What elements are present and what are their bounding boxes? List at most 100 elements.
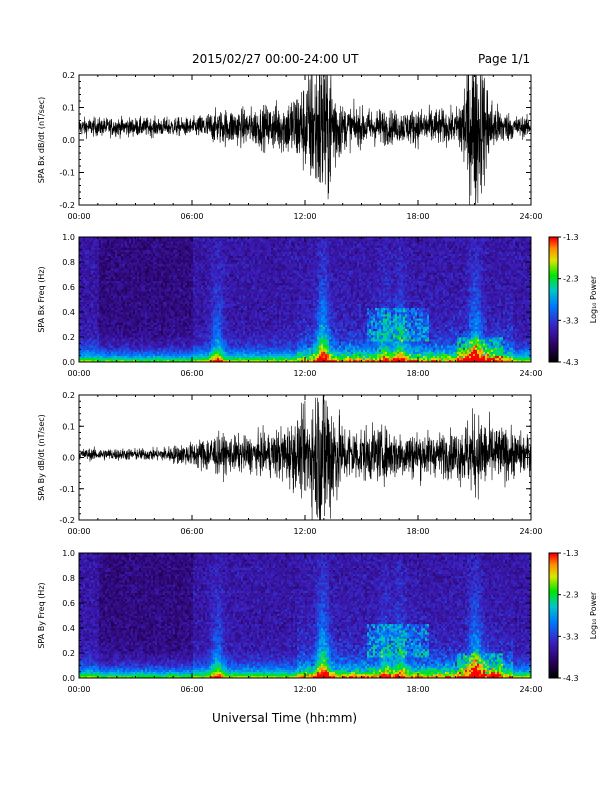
heat-cell — [165, 295, 168, 298]
heat-cell — [203, 307, 206, 311]
page-number: Page 1/1 — [478, 52, 530, 66]
heat-cell — [223, 270, 226, 273]
heat-cell — [161, 307, 164, 311]
heat-cell — [235, 274, 238, 277]
heat-cell — [191, 287, 194, 290]
heat-cell — [83, 280, 86, 284]
heat-cell — [123, 268, 126, 271]
heat-cell — [219, 276, 222, 279]
heat-cell — [187, 322, 190, 325]
heat-cell — [87, 343, 90, 346]
heat-cell — [161, 289, 164, 292]
heat-cell — [151, 249, 154, 252]
heat-cell — [137, 278, 140, 282]
heat-cell — [111, 351, 114, 354]
heat-cell — [225, 262, 228, 265]
heat-cell — [189, 318, 192, 321]
heat-cell — [193, 355, 196, 359]
heat-cell — [183, 309, 186, 313]
heat-cell — [135, 243, 138, 246]
heat-cell — [113, 328, 116, 332]
heat-cell — [79, 255, 82, 259]
heat-cell — [163, 318, 166, 321]
heat-cell — [83, 318, 86, 321]
heat-cell — [231, 289, 234, 292]
heat-cell — [181, 270, 184, 273]
heat-cell — [169, 349, 172, 352]
heat-cell — [187, 330, 190, 334]
heat-cell — [107, 353, 110, 357]
heat-cell — [179, 284, 182, 288]
heat-cell — [239, 282, 242, 286]
heat-cell — [107, 266, 110, 269]
heat-cell — [215, 328, 218, 332]
heat-cell — [93, 305, 96, 309]
heat-cell — [183, 239, 186, 242]
heat-cell — [163, 337, 166, 340]
heat-cell — [81, 297, 84, 300]
heat-cell — [143, 322, 146, 325]
heat-cell — [199, 295, 202, 298]
heat-cell — [235, 291, 238, 294]
heat-cell — [187, 262, 190, 265]
heat-cell — [221, 341, 224, 344]
heat-cell — [145, 353, 148, 357]
heat-cell — [127, 334, 130, 338]
heat-cell — [219, 299, 222, 302]
heat-cell — [205, 251, 208, 254]
heat-cell — [171, 303, 174, 307]
heat-cell — [217, 355, 220, 359]
heat-cell — [151, 309, 154, 313]
heat-cell — [79, 259, 82, 263]
heat-cell — [207, 320, 210, 323]
heat-cell — [115, 349, 118, 352]
heat-cell — [111, 262, 114, 265]
heat-cell — [123, 349, 126, 352]
heat-cell — [79, 249, 82, 252]
heat-cell — [181, 312, 184, 315]
heat-cell — [199, 284, 202, 288]
heat-cell — [221, 264, 224, 267]
heat-cell — [87, 291, 90, 294]
heat-cell — [217, 303, 220, 307]
heat-cell — [213, 305, 216, 309]
heat-cell — [173, 341, 176, 344]
heat-cell — [97, 357, 100, 361]
heat-cell — [123, 266, 126, 269]
heat-cell — [159, 255, 162, 259]
heat-cell — [201, 293, 204, 296]
heat-cell — [175, 303, 178, 307]
heat-cell — [131, 251, 134, 254]
heat-cell — [149, 353, 152, 357]
heat-cell — [93, 351, 96, 354]
heat-cell — [109, 287, 112, 290]
heat-cell — [193, 287, 196, 290]
heat-cell — [131, 353, 134, 357]
heat-cell — [171, 349, 174, 352]
heat-cell — [129, 314, 132, 317]
heat-cell — [143, 299, 146, 302]
heat-cell — [193, 289, 196, 292]
heat-cell — [225, 284, 228, 288]
heat-cell — [109, 320, 112, 323]
heat-cell — [139, 307, 142, 311]
heat-cell — [233, 337, 236, 340]
heat-cell — [133, 245, 136, 248]
heat-cell — [125, 307, 128, 311]
heat-cell — [103, 270, 106, 273]
heat-cell — [217, 239, 220, 242]
heat-cell — [215, 322, 218, 325]
heat-cell — [119, 284, 122, 288]
heat-cell — [233, 318, 236, 321]
heat-cell — [193, 314, 196, 317]
heat-cell — [183, 312, 186, 315]
heat-cell — [169, 276, 172, 279]
heat-cell — [85, 303, 88, 307]
heat-cell — [193, 266, 196, 269]
heat-cell — [229, 330, 232, 334]
heat-cell — [151, 276, 154, 279]
heat-cell — [179, 355, 182, 359]
heat-cell — [223, 343, 226, 346]
heat-cell — [213, 278, 216, 282]
heat-cell — [195, 314, 198, 317]
